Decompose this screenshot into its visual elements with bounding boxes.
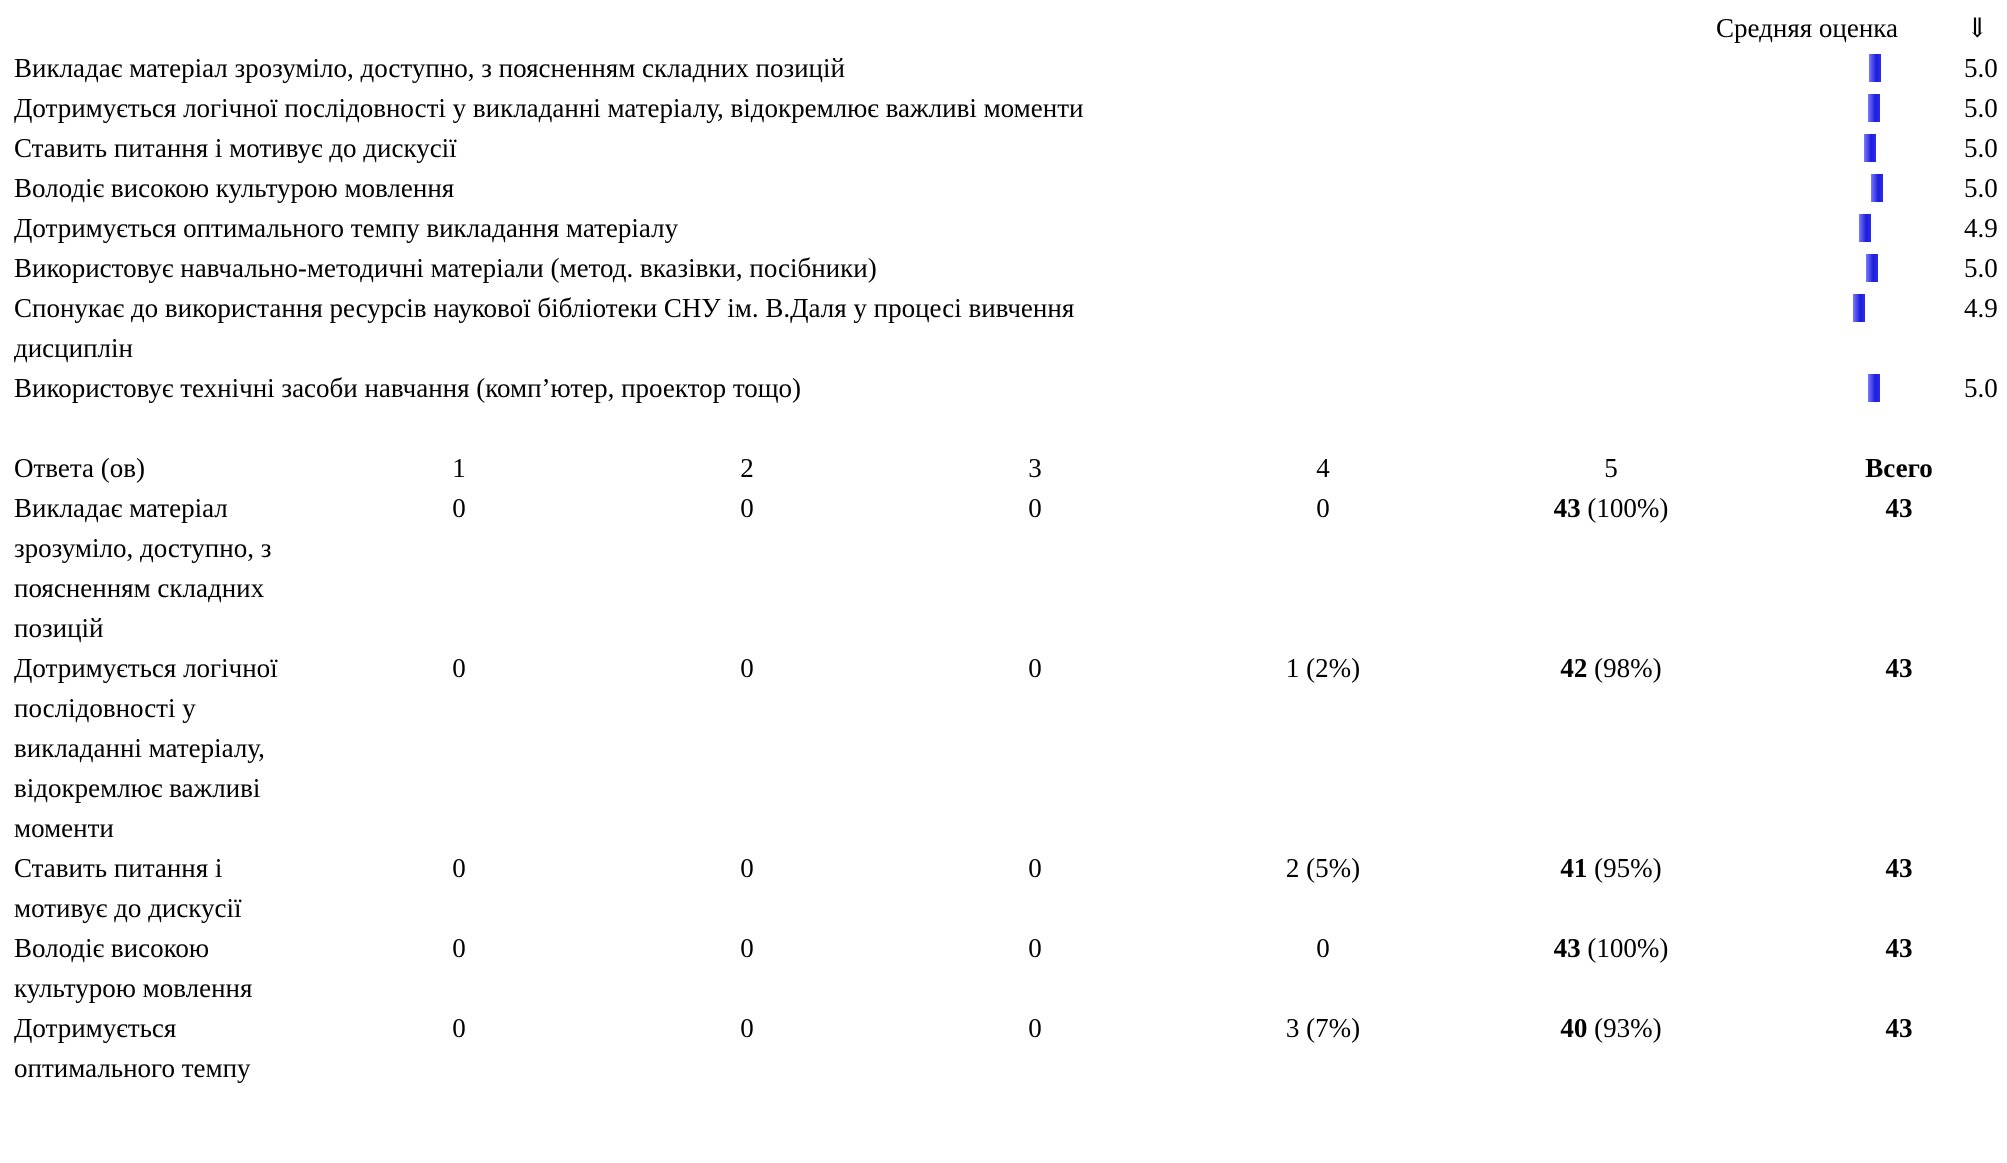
- row-total: 43: [1885, 853, 1913, 883]
- count-5-value: 42: [1560, 653, 1588, 683]
- count-5-percent: (100%): [1587, 493, 1669, 523]
- average-rating-header[interactable]: Средняя оценка: [1716, 13, 1898, 43]
- count-5: 41 (95%): [1526, 848, 1696, 888]
- sort-descending-icon[interactable]: ⇓: [1966, 13, 1989, 43]
- rating-bar: [1859, 214, 1871, 242]
- average-value: 5.0: [1964, 373, 1998, 403]
- question-text: Викладає матеріал зрозуміло, доступно, з…: [14, 53, 845, 83]
- count-5: 43 (100%): [1526, 488, 1696, 528]
- table-row: Дотримується оптимального темпу 0 0 0 3 …: [14, 1008, 2004, 1088]
- count-1: 0: [452, 1013, 466, 1043]
- count-3: 0: [1028, 1013, 1042, 1043]
- count-1: 0: [452, 853, 466, 883]
- count-5: 43 (100%): [1526, 928, 1696, 968]
- count-3: 0: [1028, 493, 1042, 523]
- count-2: 0: [740, 853, 754, 883]
- question-text: Дотримується оптимального темпу викладан…: [14, 213, 679, 243]
- count-5-value: 41: [1560, 853, 1588, 883]
- summary-row: Дотримується логічної послідовності у ви…: [14, 88, 2004, 128]
- summary-row: Ставить питання і мотивує до дискусії 5.…: [14, 128, 2004, 168]
- count-3: 0: [1028, 653, 1042, 683]
- column-header-2: 2: [740, 453, 754, 483]
- question-text: Спонукає до використання ресурсів науков…: [14, 293, 1075, 363]
- column-header-4: 4: [1316, 453, 1330, 483]
- question-text: Використовує технічні засоби навчання (к…: [14, 373, 802, 403]
- summary-row: Володіє високою культурою мовлення 5.0: [14, 168, 2004, 208]
- count-1: 0: [452, 653, 466, 683]
- count-5-value: 40: [1560, 1013, 1588, 1043]
- table-row: Викладає матеріал зрозуміло, доступно, з…: [14, 488, 2004, 648]
- total-column-header: Всего: [1865, 453, 1933, 483]
- rating-bar: [1868, 94, 1880, 122]
- question-text: Дотримується логічної послідовності у ви…: [14, 653, 278, 843]
- count-1: 0: [452, 933, 466, 963]
- table-row: Ставить питання і мотивує до дискусії 0 …: [14, 848, 2004, 928]
- row-total: 43: [1885, 493, 1913, 523]
- count-4: 1 (2%): [1285, 653, 1361, 683]
- count-5-value: 43: [1553, 933, 1581, 963]
- average-value: 4.9: [1964, 213, 1998, 243]
- column-header-3: 3: [1028, 453, 1042, 483]
- count-5: 40 (93%): [1526, 1008, 1696, 1048]
- average-value: 5.0: [1964, 133, 1998, 163]
- rating-bar: [1868, 374, 1880, 402]
- count-5-percent: (93%): [1594, 1013, 1662, 1043]
- question-text: Ставить питання і мотивує до дискусії: [14, 853, 242, 923]
- question-text: Дотримується логічної послідовності у ви…: [14, 93, 1084, 123]
- answers-column-header: Ответа (ов): [14, 453, 145, 483]
- table-row: Дотримується логічної послідовності у ви…: [14, 648, 2004, 848]
- count-5-percent: (98%): [1594, 653, 1662, 683]
- rating-bar: [1869, 54, 1881, 82]
- count-2: 0: [740, 1013, 754, 1043]
- count-3: 0: [1028, 853, 1042, 883]
- count-5-value: 43: [1553, 493, 1581, 523]
- average-value: 5.0: [1964, 53, 1998, 83]
- count-2: 0: [740, 933, 754, 963]
- count-5-percent: (95%): [1594, 853, 1662, 883]
- count-4: 0: [1316, 933, 1330, 963]
- summary-row: Викладає матеріал зрозуміло, доступно, з…: [14, 48, 2004, 88]
- average-ratings-summary: Средняя оценка ⇓ Викладає матеріал зрозу…: [14, 8, 2004, 408]
- count-5-percent: (100%): [1587, 933, 1669, 963]
- question-text: Ставить питання і мотивує до дискусії: [14, 133, 457, 163]
- question-text: Дотримується оптимального темпу: [14, 1013, 251, 1083]
- count-1: 0: [452, 493, 466, 523]
- average-value: 4.9: [1964, 293, 1998, 323]
- count-5: 42 (98%): [1526, 648, 1696, 688]
- row-total: 43: [1885, 1013, 1913, 1043]
- row-total: 43: [1885, 933, 1913, 963]
- rating-bar: [1853, 294, 1865, 322]
- rating-bar: [1864, 134, 1876, 162]
- count-3: 0: [1028, 933, 1042, 963]
- table-row: Володіє високою культурою мовлення 0 0 0…: [14, 928, 2004, 1008]
- column-header-5: 5: [1604, 453, 1618, 483]
- summary-header: Средняя оценка ⇓: [14, 8, 2004, 48]
- count-4: 3 (7%): [1285, 1013, 1361, 1043]
- count-2: 0: [740, 653, 754, 683]
- summary-row: Використовує технічні засоби навчання (к…: [14, 368, 2004, 408]
- column-header-1: 1: [452, 453, 466, 483]
- count-4: 0: [1316, 493, 1330, 523]
- count-4: 2 (5%): [1285, 853, 1361, 883]
- rating-bar: [1871, 174, 1883, 202]
- question-text: Володіє високою культурою мовлення: [14, 933, 253, 1003]
- average-value: 5.0: [1964, 253, 1998, 283]
- answer-distribution-table: Ответа (ов) 1 2 3 4 5 Всего Викладає мат…: [14, 448, 2004, 1088]
- row-total: 43: [1885, 653, 1913, 683]
- question-text: Викладає матеріал зрозуміло, доступно, з…: [14, 493, 272, 643]
- question-text: Володіє високою культурою мовлення: [14, 173, 455, 203]
- average-value: 5.0: [1964, 93, 1998, 123]
- average-value: 5.0: [1964, 173, 1998, 203]
- question-text: Використовує навчально-методичні матеріа…: [14, 253, 877, 283]
- summary-row: Використовує навчально-методичні матеріа…: [14, 248, 2004, 288]
- summary-row: Спонукає до використання ресурсів науков…: [14, 288, 2004, 368]
- rating-bar: [1866, 254, 1878, 282]
- summary-row: Дотримується оптимального темпу викладан…: [14, 208, 2004, 248]
- table-header-row: Ответа (ов) 1 2 3 4 5 Всего: [14, 448, 2004, 488]
- count-2: 0: [740, 493, 754, 523]
